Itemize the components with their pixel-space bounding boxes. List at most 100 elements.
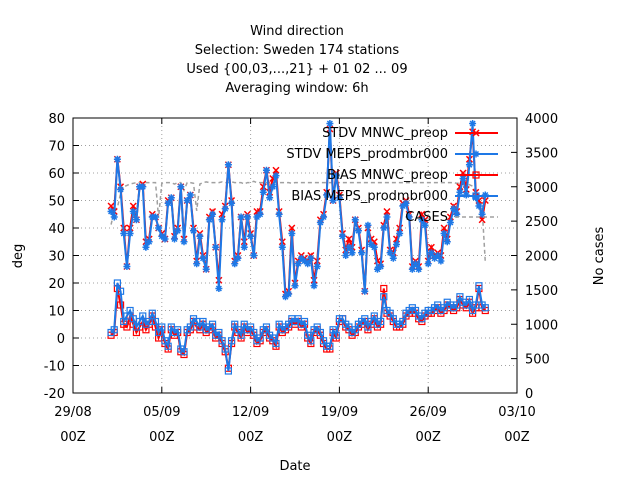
data-point [456, 188, 464, 196]
y2-tick-label: 500 [525, 353, 550, 368]
y-tick-label: 40 [48, 222, 65, 237]
series-stdv-meps-prodmbr000 [107, 120, 489, 301]
data-point [113, 155, 121, 163]
legend-label: STDV MEPS_prodmbr000 [286, 147, 448, 162]
data-point [386, 249, 394, 257]
data-point [348, 249, 356, 257]
y-tick-label: 50 [48, 195, 65, 210]
data-point [300, 317, 309, 326]
x-tick-date: 29/08 [54, 405, 91, 420]
legend-label: BIAS MNWC_preop [327, 168, 448, 183]
data-point [164, 342, 172, 350]
data-point [326, 120, 334, 127]
x-tick-date: 03/10 [498, 405, 535, 420]
data-point [380, 284, 388, 293]
data-point [370, 243, 378, 251]
data-point [402, 199, 410, 207]
data-point [297, 254, 305, 262]
data-point [383, 207, 391, 216]
data-point [285, 290, 293, 298]
data-point [399, 202, 407, 210]
data-point [291, 282, 299, 290]
data-point [418, 210, 426, 218]
data-point [278, 243, 286, 251]
data-point [228, 199, 236, 207]
data-point [164, 199, 172, 207]
data-point [256, 334, 264, 342]
x-tick-time: 00Z [149, 430, 175, 445]
data-point [151, 317, 160, 326]
data-point [107, 208, 115, 215]
data-point [345, 235, 353, 243]
y-axis-label: deg [11, 244, 26, 269]
y2-tick-label: 2500 [525, 215, 558, 230]
y-tick-label: 10 [48, 305, 65, 320]
data-point [427, 249, 435, 257]
data-point [158, 323, 166, 331]
data-point [472, 194, 480, 202]
y-tick-label: 70 [48, 140, 65, 155]
title-line: Wind direction [250, 24, 344, 39]
data-point [167, 194, 175, 202]
data-point [316, 219, 324, 226]
legend-label: CASES [405, 210, 448, 225]
data-point [399, 317, 407, 326]
data-point [358, 249, 366, 257]
data-point [224, 161, 232, 169]
data-point [392, 241, 400, 248]
data-point [186, 323, 194, 331]
data-point [155, 224, 163, 232]
data-point [373, 265, 381, 273]
data-point [113, 279, 122, 287]
data-point [148, 309, 156, 317]
data-point [231, 260, 239, 268]
data-point [475, 202, 483, 210]
y-tick-label: 30 [48, 250, 65, 265]
data-point [218, 216, 226, 224]
data-point [339, 232, 347, 240]
data-point [205, 216, 213, 224]
data-point [361, 287, 369, 295]
data-point [281, 293, 289, 301]
data-point [227, 337, 236, 345]
data-point [221, 205, 229, 213]
data-point [431, 254, 439, 262]
x-axis-label: Date [279, 459, 310, 474]
data-point [354, 227, 362, 235]
data-point [288, 224, 296, 232]
data-point [469, 120, 477, 127]
data-point [151, 213, 159, 221]
data-point [450, 205, 458, 213]
data-point [186, 191, 194, 199]
data-point [424, 260, 432, 268]
data-point [329, 197, 337, 204]
data-point [218, 337, 226, 345]
title-line: Used {00,03,...,21} + 01 02 ... 09 [186, 62, 407, 77]
y2-tick-label: 1500 [525, 284, 558, 299]
data-point [320, 213, 328, 221]
data-point [396, 230, 404, 237]
data-point [199, 317, 207, 326]
data-point [262, 166, 270, 174]
y2-axis-label: No cases [592, 227, 607, 286]
data-point [237, 213, 245, 221]
data-point [193, 260, 201, 268]
data-point [183, 197, 191, 204]
x-tick-date: 19/09 [321, 405, 358, 420]
data-point [199, 254, 207, 262]
data-point [243, 213, 251, 221]
data-point [440, 230, 448, 237]
data-point [158, 232, 166, 240]
data-point [370, 312, 378, 320]
data-point [262, 323, 271, 331]
y-tick-label: 0 [57, 332, 65, 347]
legend-label: STDV MNWC_preop [322, 126, 448, 141]
legend: STDV MNWC_preop STDV MEPS_prodmbr000 BIAS … [286, 126, 498, 225]
data-point [139, 183, 147, 191]
data-point [304, 260, 312, 268]
axes: -20 -10 0 10 20 30 40 50 60 70 80 0 500 1000 1500 2000 2… [44, 112, 558, 445]
data-point [427, 243, 435, 251]
data-point [335, 194, 343, 202]
y-tick-label: -10 [44, 360, 65, 375]
x-tick-time: 00Z [504, 430, 530, 445]
